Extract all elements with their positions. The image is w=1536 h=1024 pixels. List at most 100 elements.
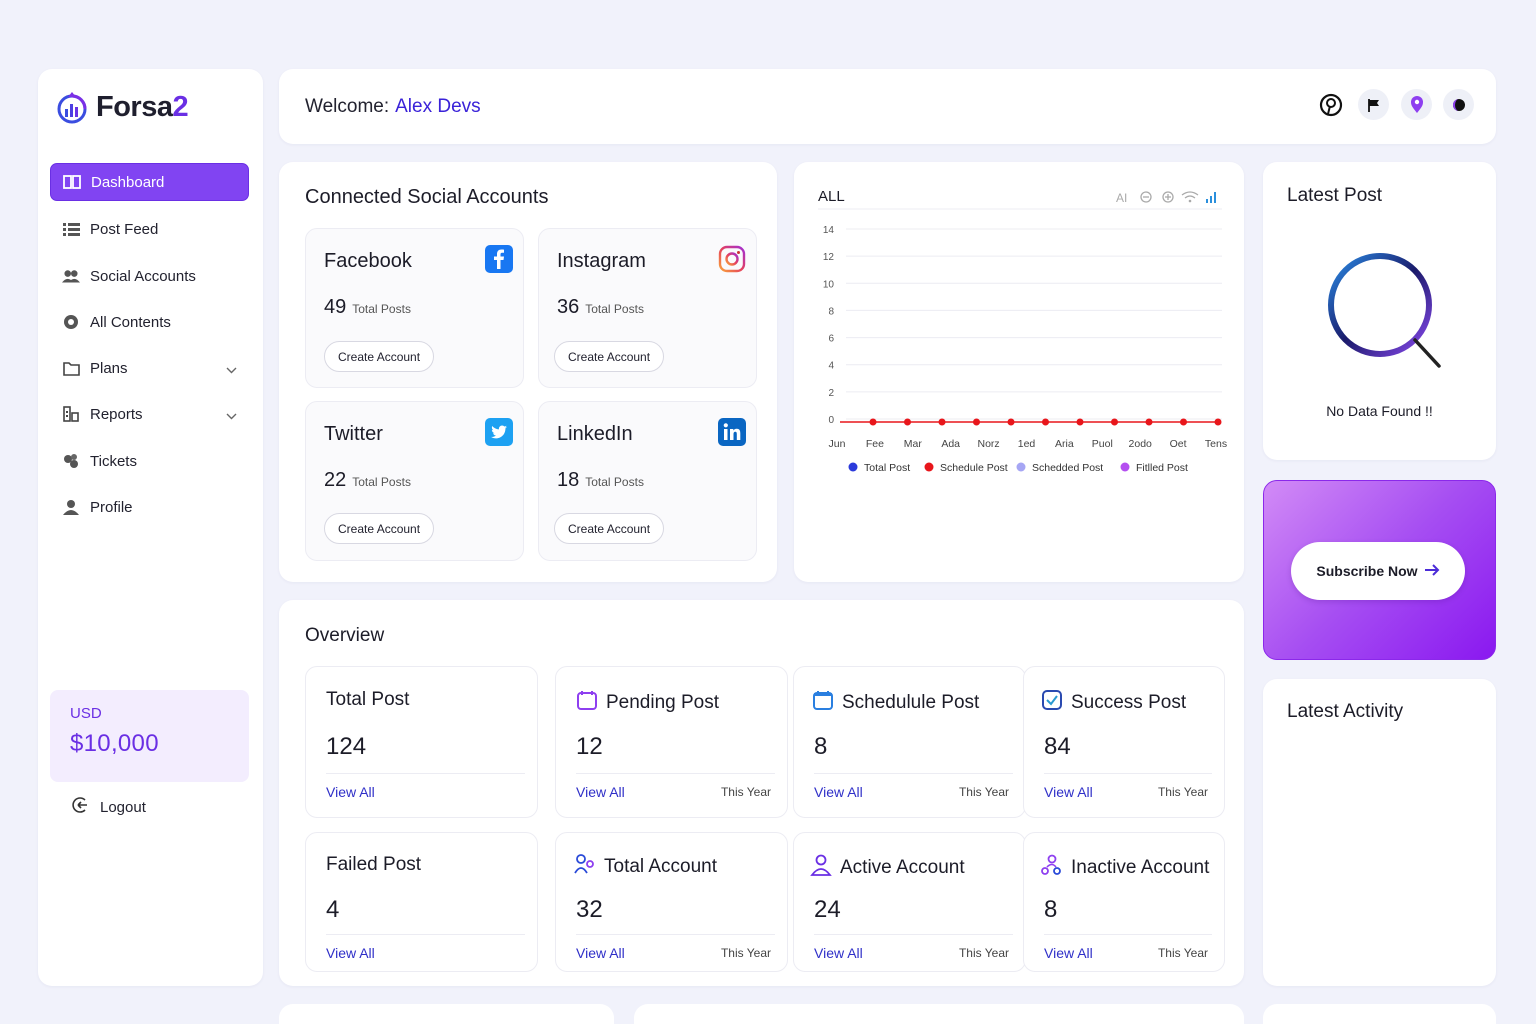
- data-point[interactable]: [904, 418, 911, 426]
- x-tick-label: 1ed: [1018, 438, 1036, 450]
- stat-card-inactive-account[interactable]: Inactive Account 8 View All This Year: [1023, 832, 1225, 972]
- stat-card-failed-post[interactable]: Failed Post 4 View All: [305, 832, 538, 972]
- legend-marker[interactable]: [1016, 462, 1026, 472]
- view-all-link[interactable]: View All: [326, 784, 375, 800]
- data-point[interactable]: [973, 418, 980, 426]
- legend-label[interactable]: Fitlled Post: [1136, 462, 1188, 474]
- zoom-out-icon[interactable]: [1140, 191, 1152, 203]
- create-account-button[interactable]: Create Account: [554, 513, 665, 544]
- data-point[interactable]: [1111, 418, 1118, 426]
- stat-card-pending-post[interactable]: Pending Post 12 View All This Year: [555, 666, 788, 818]
- create-account-button[interactable]: Create Account: [554, 341, 665, 372]
- account-post-count-label: Total Posts: [585, 302, 644, 316]
- sidebar-item-all-contents[interactable]: All Contents: [50, 303, 249, 341]
- stat-label: Failed Post: [326, 854, 422, 875]
- stat-value: 32: [576, 896, 603, 923]
- stat-divider: [814, 773, 1013, 774]
- stat-label: Success Post: [1041, 689, 1186, 717]
- view-all-link[interactable]: View All: [576, 945, 625, 961]
- flag-icon[interactable]: [1358, 89, 1389, 120]
- zoom-in-icon[interactable]: [1162, 191, 1174, 203]
- sidebar-item-plans[interactable]: Plans: [50, 349, 249, 387]
- subscribe-now-button[interactable]: Subscribe Now: [1291, 542, 1465, 600]
- view-all-link[interactable]: View All: [1044, 945, 1093, 961]
- sidebar-item-social-accounts[interactable]: Social Accounts: [50, 257, 249, 295]
- stat-card-schedule-post[interactable]: Schedulule Post 8 View All This Year: [793, 666, 1026, 818]
- data-point[interactable]: [938, 418, 946, 426]
- account-name: Twitter: [324, 423, 383, 445]
- account-card-instagram[interactable]: Instagram 36 Total Posts Create Account: [538, 228, 757, 388]
- stat-divider: [814, 934, 1013, 935]
- chevron-down-icon[interactable]: [226, 361, 237, 378]
- sidebar-item-tickets[interactable]: Tickets: [50, 442, 249, 480]
- data-point[interactable]: [869, 418, 877, 426]
- chevron-down-icon[interactable]: [226, 407, 237, 424]
- data-point[interactable]: [1007, 418, 1015, 426]
- account-card-twitter[interactable]: Twitter 22 Total Posts Create Account: [305, 401, 524, 561]
- data-point[interactable]: [1180, 418, 1187, 426]
- view-all-link[interactable]: View All: [814, 945, 863, 961]
- brand-logo[interactable]: Forsa2: [56, 89, 189, 125]
- bottom-card-3: [1263, 1004, 1496, 1024]
- legend-marker[interactable]: [924, 462, 934, 472]
- brand-name: Forsa: [96, 90, 173, 123]
- location-pin-icon[interactable]: [1401, 89, 1432, 120]
- stat-card-total-post[interactable]: Total Post 124 View All: [305, 666, 538, 818]
- welcome-label: Welcome:: [305, 96, 390, 117]
- period-label: This Year: [958, 946, 1009, 960]
- stat-card-total-account[interactable]: Total Account 32 View All This Year: [555, 832, 788, 972]
- sidebar-item-post-feed[interactable]: Post Feed: [50, 210, 249, 248]
- view-all-link[interactable]: View All: [1044, 784, 1093, 800]
- twitter-icon: [485, 418, 513, 446]
- top-header: Welcome: Alex Devs: [279, 69, 1496, 144]
- stat-card-success-post[interactable]: Success Post 84 View All This Year: [1023, 666, 1225, 818]
- data-point[interactable]: [1214, 418, 1222, 426]
- connected-accounts-title: Connected Social Accounts: [305, 186, 549, 208]
- data-point[interactable]: [1042, 418, 1049, 426]
- stat-value: 124: [326, 733, 367, 760]
- period-label: This Year: [1157, 785, 1208, 799]
- stat-label: Inactive Account: [1041, 854, 1209, 882]
- subscribe-label: Subscribe Now: [1316, 563, 1418, 579]
- sidebar-item-label: Post Feed: [90, 220, 159, 238]
- stat-label: Schedulule Post: [812, 689, 979, 717]
- logout-button[interactable]: Logout: [72, 796, 146, 818]
- bar-chart-icon[interactable]: [1206, 192, 1216, 203]
- account-card-linkedin[interactable]: LinkedIn 18 Total Posts Create Account: [538, 401, 757, 561]
- chart-legend[interactable]: Total Post Schedule Post Schedded Post Fitl…: [848, 462, 1189, 474]
- legend-marker[interactable]: [848, 462, 858, 472]
- balance-currency: USD: [70, 705, 102, 722]
- latest-post-title: Latest Post: [1287, 185, 1383, 206]
- tickets-icon: [62, 452, 80, 470]
- legend-marker[interactable]: [1120, 462, 1130, 472]
- latest-activity-title: Latest Activity: [1287, 701, 1404, 722]
- magnifier-icon: [1328, 253, 1441, 368]
- legend-label[interactable]: Total Post: [864, 462, 910, 474]
- sidebar-item-reports[interactable]: Reports: [50, 395, 249, 433]
- stat-divider: [326, 773, 525, 774]
- x-tick-label: 2odo: [1129, 438, 1153, 450]
- legend-label[interactable]: Schedded Post: [1032, 462, 1103, 474]
- x-tick-label: Oet: [1170, 438, 1187, 450]
- y-tick-label: 12: [823, 252, 835, 263]
- data-point[interactable]: [1076, 418, 1084, 426]
- account-post-count: 49: [324, 296, 347, 318]
- account-card-facebook[interactable]: Facebook 49 Total Posts Create Account: [305, 228, 524, 388]
- legend-label[interactable]: Schedule Post: [940, 462, 1008, 474]
- view-all-link[interactable]: View All: [326, 945, 375, 961]
- stat-value: 84: [1044, 733, 1071, 760]
- view-all-link[interactable]: View All: [814, 784, 863, 800]
- posts-chart-card: ALL AI 0 2 4 6 8 10 12 14 Jun Fee Mar Ada Norz 1ed Ar…: [794, 162, 1244, 582]
- chart-ai-mark[interactable]: AI: [1116, 191, 1127, 205]
- wifi-icon[interactable]: [1181, 191, 1199, 203]
- stat-card-active-account[interactable]: Active Account 24 View All This Year: [793, 832, 1026, 972]
- create-account-button[interactable]: Create Account: [324, 513, 435, 544]
- data-point[interactable]: [1145, 418, 1153, 426]
- sidebar-item-profile[interactable]: Profile: [50, 488, 249, 526]
- theme-toggle-icon[interactable]: [1443, 89, 1474, 120]
- create-account-button[interactable]: Create Account: [324, 341, 435, 372]
- view-all-link[interactable]: View All: [576, 784, 625, 800]
- record-icon: [62, 313, 80, 331]
- sidebar-item-dashboard[interactable]: Dashboard: [50, 163, 249, 201]
- pinterest-icon[interactable]: [1315, 89, 1346, 120]
